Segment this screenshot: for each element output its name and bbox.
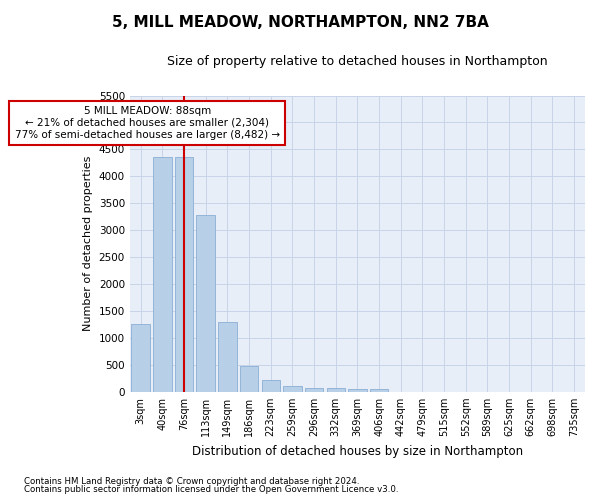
Bar xyxy=(240,366,258,392)
Bar xyxy=(262,380,280,392)
Title: Size of property relative to detached houses in Northampton: Size of property relative to detached ho… xyxy=(167,55,548,68)
Text: Contains public sector information licensed under the Open Government Licence v3: Contains public sector information licen… xyxy=(24,485,398,494)
Bar xyxy=(196,215,215,392)
Bar xyxy=(175,158,193,392)
Bar xyxy=(326,388,345,392)
Text: Contains HM Land Registry data © Crown copyright and database right 2024.: Contains HM Land Registry data © Crown c… xyxy=(24,477,359,486)
Text: 5, MILL MEADOW, NORTHAMPTON, NN2 7BA: 5, MILL MEADOW, NORTHAMPTON, NN2 7BA xyxy=(112,15,488,30)
Bar xyxy=(348,389,367,392)
Text: 5 MILL MEADOW: 88sqm
← 21% of detached houses are smaller (2,304)
77% of semi-de: 5 MILL MEADOW: 88sqm ← 21% of detached h… xyxy=(14,106,280,140)
X-axis label: Distribution of detached houses by size in Northampton: Distribution of detached houses by size … xyxy=(192,444,523,458)
Bar xyxy=(218,322,236,392)
Bar xyxy=(283,386,302,392)
Bar xyxy=(153,158,172,392)
Y-axis label: Number of detached properties: Number of detached properties xyxy=(83,156,93,332)
Bar xyxy=(305,388,323,392)
Bar xyxy=(370,388,388,392)
Bar xyxy=(131,324,150,392)
